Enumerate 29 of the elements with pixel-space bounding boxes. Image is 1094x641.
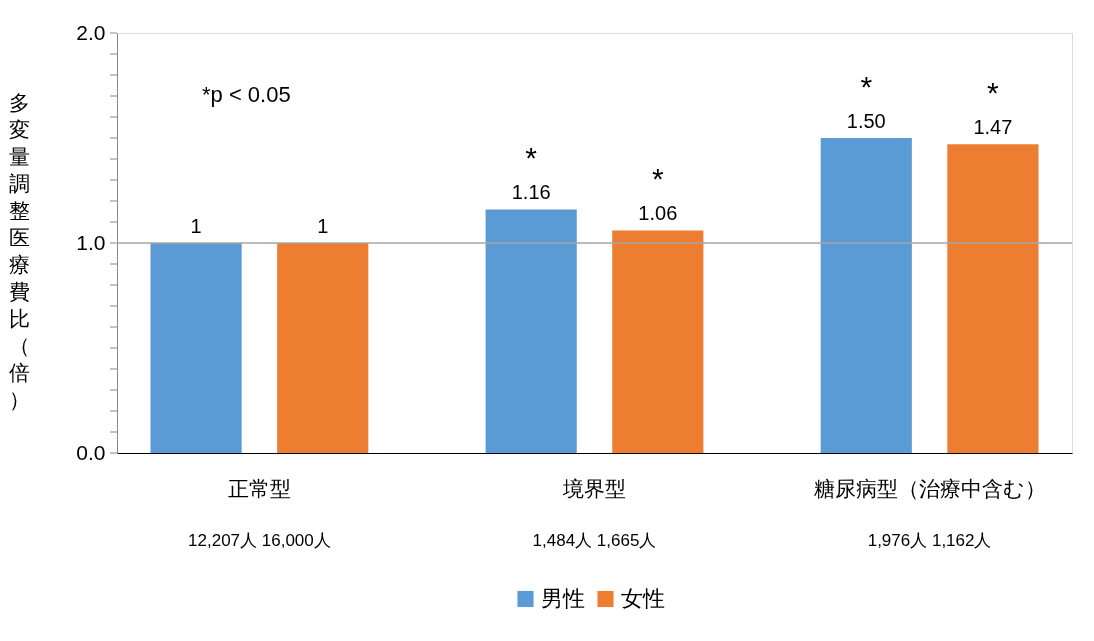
annotation: * [525,141,538,175]
x-tick-label: 正常型 [227,476,291,500]
text: 1,976人 1,162人 [867,531,992,550]
bar [947,144,1039,453]
data-label: 1.06 [638,202,678,225]
bar [485,209,577,453]
y-tick-label: 1.0 [76,230,106,254]
annotation: * [987,76,1000,110]
x-tick-label: 糖尿病型（治療中含む） [813,476,1046,500]
data-label: 1 [317,215,329,237]
annotation: *p < 0.05 [202,82,291,107]
bar [150,243,242,453]
y-tick-label: 0.0 [76,440,106,464]
bar [612,230,704,453]
annotation: * [651,162,664,196]
legend-label: 男性 [540,586,585,611]
y-tick-label: 2.0 [76,20,106,44]
data-label: 1.16 [511,181,551,204]
text: 12,207人 16,000人 [188,531,331,550]
text: 1,484人 1,665人 [532,531,657,550]
data-label: 1 [190,215,202,237]
bar [820,138,912,453]
legend-label: 女性 [620,586,665,611]
bar [277,243,369,453]
data-label: 1.47 [973,116,1013,139]
x-tick-label: 境界型 [562,476,626,500]
text: 多変量調整医療費比（倍） [8,91,30,411]
data-label: 1.50 [846,110,886,132]
annotation: * [860,70,873,103]
